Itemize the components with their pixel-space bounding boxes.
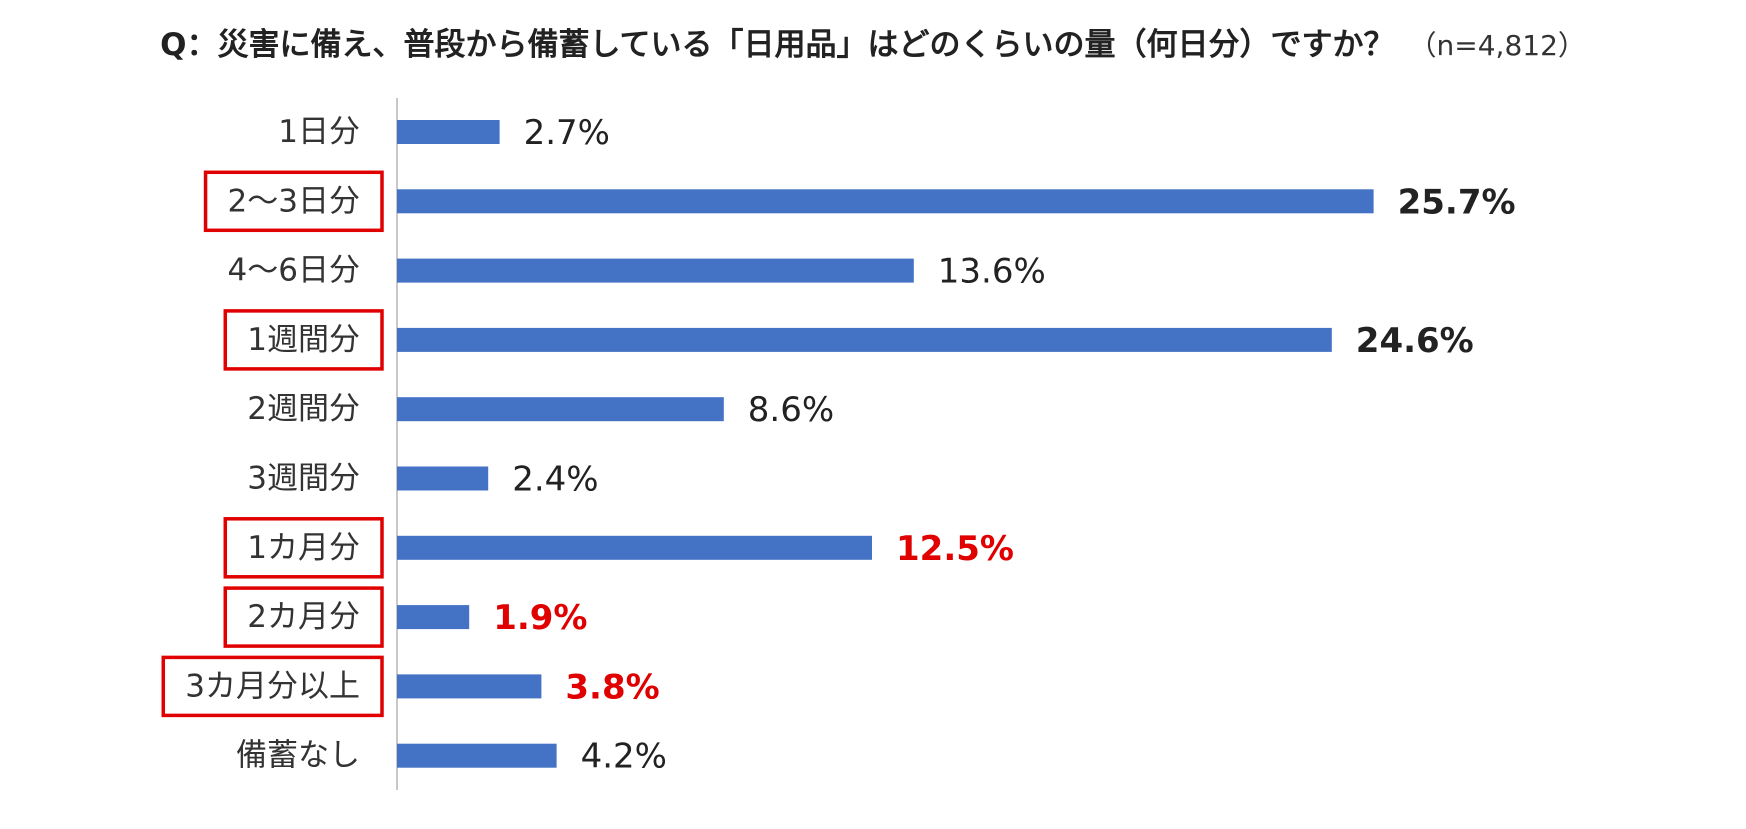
value-label: 4.2% (581, 737, 667, 777)
value-label: 2.7% (524, 113, 610, 153)
bar (397, 743, 557, 768)
category-label: 2週間分 (247, 391, 360, 427)
highlight-box (161, 655, 384, 718)
category-label: 2カ月分 (247, 599, 360, 635)
highlight-box (223, 586, 384, 648)
value-label: 1.9% (493, 598, 587, 638)
highlight-box (203, 170, 384, 233)
value-label: 24.6% (1356, 321, 1474, 361)
value-label: 25.7% (1398, 182, 1516, 222)
category-label: 3カ月分以上 (185, 668, 360, 704)
category-label: 1日分 (278, 114, 360, 150)
category-label: 1週間分 (247, 322, 360, 358)
value-label: 12.5% (896, 529, 1014, 569)
chart-title-question: Q：災害に備え、普段から備蓄している「日用品」はどのくらいの量（何日分）ですか？ (160, 27, 1395, 63)
category-label: 備蓄なし (236, 738, 360, 774)
bar (397, 258, 914, 283)
bar (397, 397, 724, 422)
highlight-box (223, 309, 384, 371)
category-label: 2～3日分 (228, 183, 360, 219)
value-label: 8.6% (748, 390, 834, 430)
bar (397, 189, 1374, 214)
chart-sample-size: （n=4,812） (1408, 29, 1586, 62)
bar (397, 120, 500, 144)
category-label: 4～6日分 (228, 253, 360, 289)
chart-title: Q：災害に備え、普段から備蓄している「日用品」はどのくらいの量（何日分）ですか？… (0, 22, 1746, 69)
value-label: 3.8% (565, 667, 659, 707)
category-label: 3週間分 (247, 461, 360, 497)
value-label: 13.6% (938, 252, 1046, 292)
bar (397, 327, 1332, 352)
value-label: 2.4% (512, 460, 598, 500)
highlight-box (223, 517, 384, 579)
category-label: 1カ月分 (247, 530, 360, 566)
bar (397, 674, 542, 699)
bar (397, 466, 489, 491)
bar (397, 535, 872, 560)
bar (397, 605, 470, 630)
